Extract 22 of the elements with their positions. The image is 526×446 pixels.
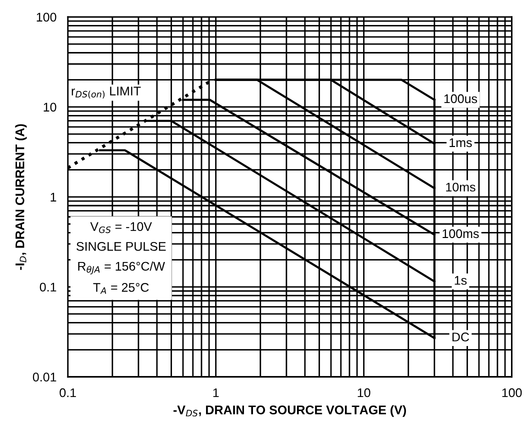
annotation: T$_{A}$ = 25°C: [93, 282, 149, 294]
series-label: 100us: [444, 94, 478, 104]
series-label: DC: [452, 332, 470, 342]
annotation: V$_{GS}$ = -10V: [90, 222, 152, 234]
x-axis-title: -V$_{DS}$, DRAIN TO SOURCE VOLTAGE (V): [174, 405, 406, 417]
series-label: 10ms: [446, 182, 476, 192]
series-label: 1s: [454, 276, 467, 285]
annotation: SINGLE PULSE: [76, 242, 166, 251]
y-tick-label: 100: [36, 12, 56, 22]
x-tick-label: 100: [502, 388, 522, 398]
y-tick-label: 1: [50, 192, 56, 202]
series-label: 1ms: [450, 138, 472, 148]
y-axis-title: -I$_{D}$, DRAIN CURRENT (A): [15, 124, 27, 270]
x-tick-label: 10: [358, 388, 370, 398]
series-label: 100ms: [442, 229, 479, 238]
annotation: R$_{θJA}$ = 156°C/W: [78, 262, 165, 274]
x-tick-label: 0.1: [60, 388, 76, 398]
series-label: r$_{DS(on)}$ LIMIT: [72, 86, 141, 99]
y-tick-label: 0.1: [40, 282, 56, 292]
x-tick-label: 1: [213, 388, 219, 398]
y-tick-label: 10: [44, 102, 56, 112]
y-tick-label: 0.01: [32, 372, 56, 382]
